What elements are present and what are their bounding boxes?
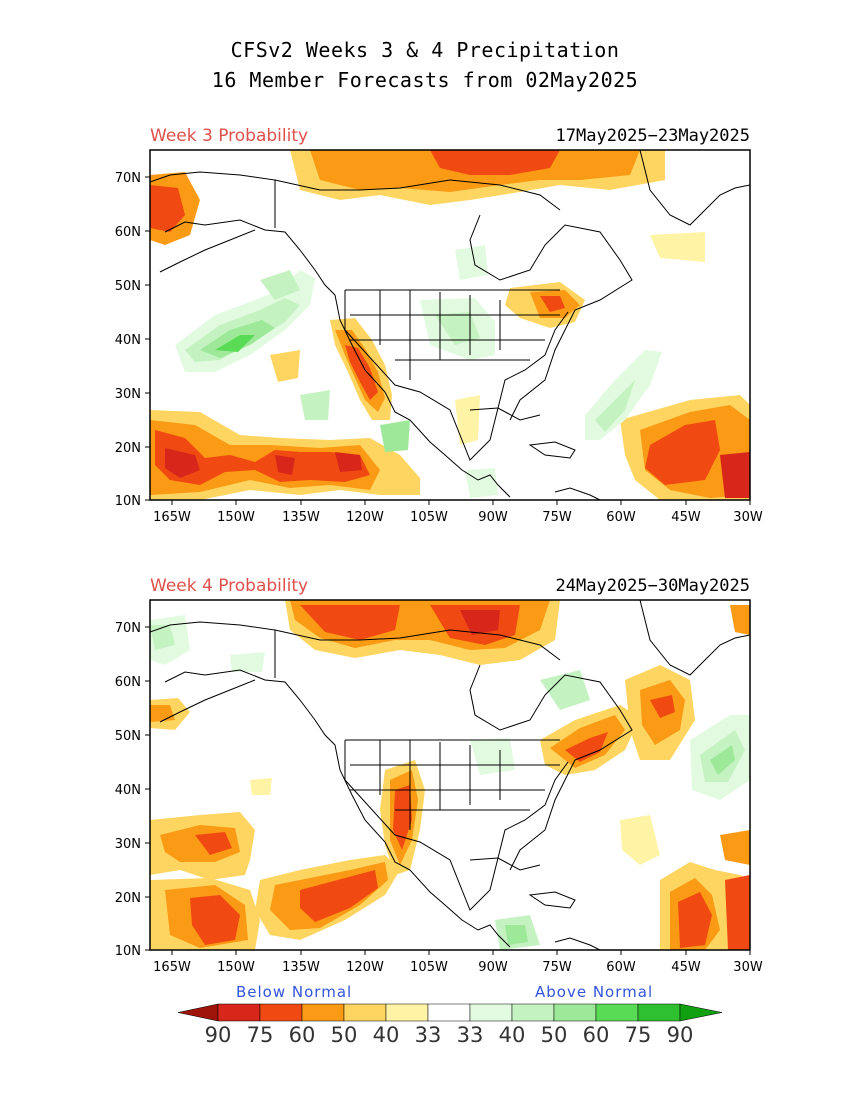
week4-lon-label: 75W — [542, 960, 572, 975]
week4-below-normal-areas — [150, 600, 750, 950]
week4-probability-label: Week 4 Probability — [150, 576, 309, 596]
week4-lat-label: 70N — [115, 621, 141, 636]
week3-lon-label: 30W — [733, 510, 763, 525]
legend-arrow-right — [679, 1003, 723, 1022]
legend-value: 90 — [667, 1023, 694, 1047]
week4-geography — [150, 600, 750, 950]
week4-lat-label: 50N — [115, 729, 141, 744]
week3-axes: 70N 60N 50N 40N 30N 20N 10N 165W 150W 13… — [115, 171, 763, 525]
chart-title: CFSv2 Weeks 3 & 4 Precipitation — [230, 38, 620, 62]
week4-lon-label: 165W — [153, 960, 191, 975]
chart-subtitle: 16 Member Forecasts from 02May2025 — [211, 68, 639, 92]
week4-date-range: 24May2025−30May2025 — [555, 576, 750, 596]
week4-lat-label: 30N — [115, 837, 141, 852]
legend-swatch — [427, 1003, 471, 1022]
week3-map — [150, 150, 750, 500]
week4-axes: 70N 60N 50N 40N 30N 20N 10N 165W 150W 13… — [115, 621, 763, 975]
week3-lon-label: 150W — [217, 510, 255, 525]
week3-lat-label: 60N — [115, 225, 141, 240]
week3-lat-label: 70N — [115, 171, 141, 186]
legend-swatch — [259, 1003, 303, 1022]
week3-lat-label: 30N — [115, 387, 141, 402]
above-normal-label: Above Normal — [535, 983, 654, 1001]
week4-lat-label: 60N — [115, 675, 141, 690]
legend-value: 60 — [583, 1023, 610, 1047]
week3-date-range: 17May2025−23May2025 — [555, 126, 750, 146]
legend-value: 60 — [289, 1023, 316, 1047]
legend-value: 50 — [541, 1023, 568, 1047]
legend-value: 40 — [373, 1023, 400, 1047]
legend-value: 33 — [457, 1023, 484, 1047]
legend-arrow-left — [177, 1003, 219, 1022]
week3-lon-label: 45W — [671, 510, 701, 525]
week3-lon-label: 60W — [606, 510, 636, 525]
week4-lon-label: 90W — [478, 960, 508, 975]
week3-lat-label: 20N — [115, 441, 141, 456]
week4-lon-label: 120W — [346, 960, 384, 975]
legend-colorbar — [177, 1003, 723, 1022]
below-normal-label: Below Normal — [236, 983, 353, 1001]
legend-values: 90 75 60 50 40 33 33 40 50 60 75 90 — [205, 1023, 694, 1047]
week4-lon-label: 45W — [671, 960, 701, 975]
week3-above-normal-areas — [175, 245, 662, 498]
week3-lat-label: 50N — [115, 279, 141, 294]
legend-swatch — [637, 1003, 681, 1022]
legend-swatch — [385, 1003, 429, 1022]
week3-lon-label: 105W — [410, 510, 448, 525]
legend-value: 75 — [625, 1023, 652, 1047]
week3-lat-label: 10N — [115, 494, 141, 509]
legend-value: 90 — [205, 1023, 232, 1047]
legend-swatch — [343, 1003, 387, 1022]
week3-lon-label: 135W — [282, 510, 320, 525]
week4-lon-label: 150W — [217, 960, 255, 975]
week3-geography — [150, 150, 750, 500]
week4-above-normal-areas — [150, 615, 750, 950]
week3-probability-label: Week 3 Probability — [150, 126, 309, 146]
week3-lon-label: 90W — [478, 510, 508, 525]
week3-lon-label: 120W — [346, 510, 384, 525]
legend-swatch — [595, 1003, 639, 1022]
legend-swatch — [511, 1003, 555, 1022]
week4-lon-label: 60W — [606, 960, 636, 975]
week3-lon-label: 75W — [542, 510, 572, 525]
week4-lat-label: 20N — [115, 891, 141, 906]
legend-swatch — [469, 1003, 513, 1022]
legend-value: 50 — [331, 1023, 358, 1047]
week3-lon-label: 165W — [153, 510, 191, 525]
week3-below-normal-areas — [150, 150, 750, 500]
legend-swatch — [217, 1003, 261, 1022]
week4-lon-label: 30W — [733, 960, 763, 975]
week4-lat-label: 10N — [115, 944, 141, 959]
legend-value: 33 — [415, 1023, 442, 1047]
legend-swatch — [553, 1003, 597, 1022]
legend-value: 40 — [499, 1023, 526, 1047]
legend-value: 75 — [247, 1023, 274, 1047]
week3-lat-label: 40N — [115, 333, 141, 348]
legend-swatch — [301, 1003, 345, 1022]
week4-map-frame — [149, 599, 751, 951]
week4-lon-label: 135W — [282, 960, 320, 975]
week4-lat-label: 40N — [115, 783, 141, 798]
week3-map-frame — [149, 149, 751, 501]
week4-lon-label: 105W — [410, 960, 448, 975]
week4-map — [150, 600, 750, 950]
